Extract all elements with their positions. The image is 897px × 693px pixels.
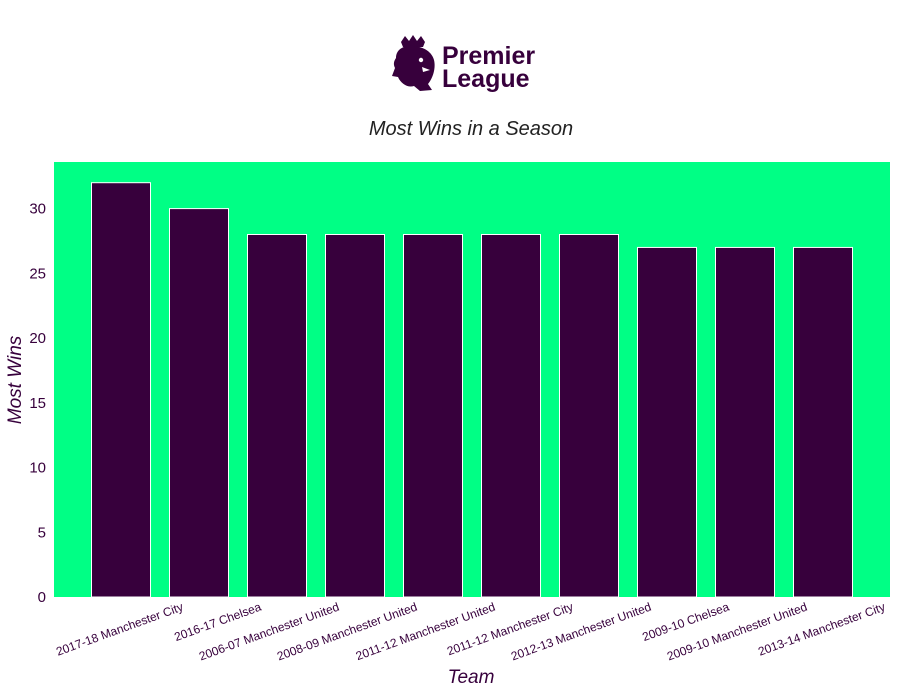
y-tick-label: 30: [29, 201, 46, 218]
chart-title: Most Wins in a Season: [369, 118, 573, 140]
y-tick-label: 20: [29, 330, 46, 347]
y-tick-label: 0: [38, 589, 46, 606]
x-tick-label: 2009-10 Manchester United: [665, 600, 809, 664]
bar: [325, 234, 385, 598]
x-tick-label: 2008-09 Manchester United: [275, 600, 419, 664]
logo-line2: League: [442, 65, 530, 93]
y-tick-label: 25: [29, 265, 46, 282]
x-tick-label: 2011-12 Manchester United: [354, 600, 497, 664]
bar: [247, 234, 307, 598]
y-tick-label: 15: [29, 395, 46, 412]
x-tick-label: 2006-07 Manchester United: [197, 600, 341, 664]
lion-crest-icon: [392, 35, 435, 91]
bar: [793, 246, 853, 598]
x-axis-title: Team: [448, 667, 495, 688]
x-tick-label: 2012-13 Manchester United: [509, 600, 653, 664]
y-tick-label: 5: [38, 524, 46, 541]
bar: [481, 234, 541, 598]
x-tick-label: 2013-14 Manchester City: [756, 600, 887, 659]
bar: [715, 246, 775, 598]
premier-league-logo: Premier League: [392, 35, 535, 93]
x-tick-label: 2017-18 Manchester City: [54, 600, 185, 659]
logo-line1: Premier: [442, 42, 535, 70]
bar: [637, 246, 697, 598]
bar: [559, 234, 619, 598]
bar: [403, 234, 463, 598]
y-axis-ticks: 0 5 10 15 20 25 30: [29, 201, 46, 606]
bar: [91, 182, 151, 598]
bar: [169, 208, 229, 598]
bars-group: [91, 182, 853, 598]
y-axis-title: Most Wins: [5, 335, 26, 424]
y-tick-label: 10: [29, 460, 46, 477]
